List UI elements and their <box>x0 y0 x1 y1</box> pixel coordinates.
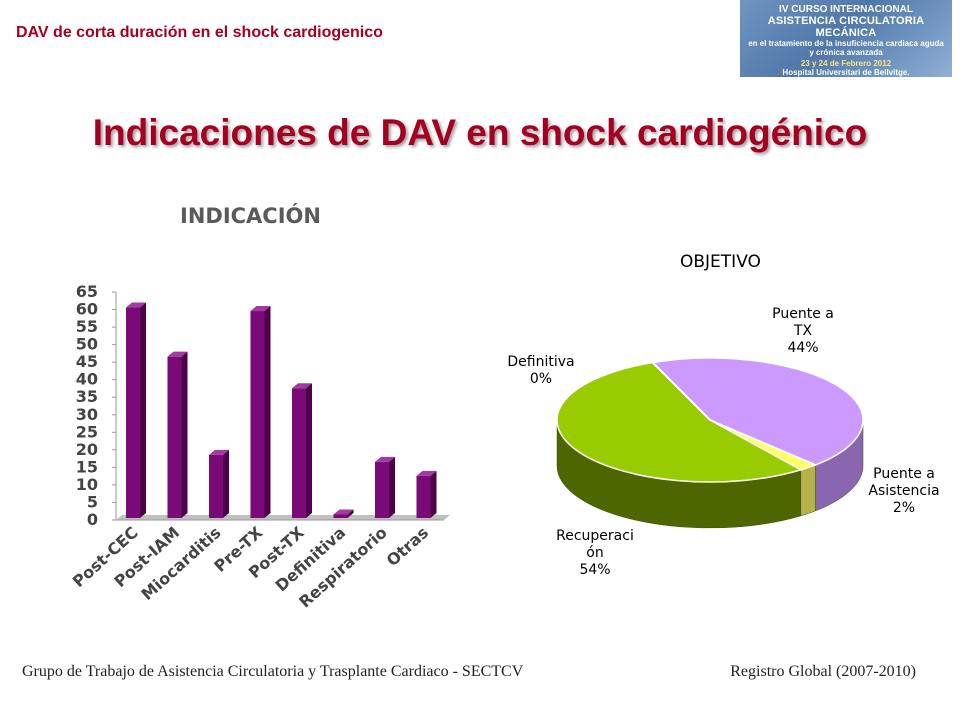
bar-top <box>292 383 312 389</box>
logo-line-1: IV CURSO INTERNACIONAL <box>779 4 913 15</box>
pie-slice-side <box>800 464 816 517</box>
y-tick-label: 20 <box>76 440 98 459</box>
y-tick-label: 40 <box>76 370 98 389</box>
pie-label-definitiva: Definitiva 0% <box>486 354 596 388</box>
chart-floor <box>116 515 450 520</box>
y-tick-label: 55 <box>76 317 98 336</box>
bar-side <box>389 456 395 518</box>
y-tick-label: 25 <box>76 422 98 441</box>
y-tick-label: 60 <box>76 300 98 319</box>
bar-side <box>223 449 229 518</box>
y-tick-label: 35 <box>76 387 98 406</box>
bar <box>167 356 182 518</box>
pie-label-puente-asistencia-line-2: Asistencia <box>868 483 940 499</box>
pie-label-puente-asistencia: Puente a Asistencia 2% <box>858 466 950 517</box>
pie-chart-title: OBJETIVO <box>680 252 761 272</box>
course-logo: IV CURSO INTERNACIONAL ASISTENCIA CIRCUL… <box>740 0 952 77</box>
bar-chart-title: INDICACIÓN <box>180 204 321 228</box>
bar-side <box>264 306 271 518</box>
bar-side <box>181 351 188 518</box>
slide-title: Indicaciones de DAV en shock cardiogénic… <box>92 112 868 153</box>
logo-line-6: Hospital Universitari de Bellvitge. <box>782 68 910 77</box>
pie-label-recuperacion-line-3: 54% <box>579 562 611 578</box>
pie-label-definitiva-line-2: 0% <box>529 371 553 387</box>
pie-slice-top <box>651 361 711 421</box>
y-tick-label: 15 <box>76 457 98 476</box>
y-tick-label: 30 <box>76 405 98 424</box>
bar-side <box>140 302 146 518</box>
bar <box>416 475 431 518</box>
x-tick-label: Otras <box>383 523 432 570</box>
bar-top <box>167 351 188 357</box>
pie-label-puente-tx-line-2: TX <box>793 323 813 339</box>
pie-slice-top <box>556 361 803 483</box>
bar-side <box>347 509 354 518</box>
footer-source-group: Grupo de Trabajo de Asistencia Circulato… <box>22 663 524 680</box>
header-title: DAV de corta duración en el shock cardio… <box>16 24 383 41</box>
pie-label-puente-tx: Puente a TX 44% <box>748 306 858 357</box>
logo-line-4: y crónica avanzada <box>809 48 883 57</box>
bar <box>375 461 389 518</box>
bar-top <box>375 456 395 462</box>
y-tick-label: 50 <box>76 335 98 354</box>
pie-label-definitiva-line-1: Definitiva <box>507 354 575 370</box>
bar <box>250 311 265 518</box>
pie-label-puente-tx-line-3: 44% <box>787 340 819 356</box>
bar-top <box>126 302 146 308</box>
pie-label-puente-asistencia-line-1: Puente a <box>873 466 935 482</box>
pie-label-recuperacion-line-2: ón <box>586 545 604 561</box>
bar-side <box>430 470 437 518</box>
y-tick-label: 10 <box>76 475 98 494</box>
bar-top <box>416 470 437 476</box>
y-tick-label: 45 <box>76 352 98 371</box>
y-tick-label: 65 <box>76 282 98 301</box>
footer-registry: Registro Global (2007-2010) <box>730 663 916 680</box>
objetivo-pie-chart <box>556 357 864 529</box>
y-tick-label: 0 <box>87 510 98 529</box>
pie-label-recuperacion-line-1: Recuperaci <box>556 528 634 544</box>
bar-top <box>209 449 229 455</box>
bar <box>209 454 223 518</box>
pie-label-recuperacion: Recuperaci ón 54% <box>540 528 650 579</box>
bar-top <box>333 509 354 515</box>
logo-line-5: 23 y 24 de Febrero 2012 <box>800 59 892 68</box>
y-tick-label: 5 <box>87 492 98 511</box>
bar <box>333 514 348 518</box>
logo-line-3: en el tratamiento de la insuficiencia ca… <box>748 39 944 48</box>
pie-label-puente-tx-line-1: Puente a <box>772 306 834 322</box>
bar-side <box>306 383 312 518</box>
logo-line-2: ASISTENCIA CIRCULATORIA MECÁNICA <box>767 15 925 39</box>
pie-slice-top <box>651 357 864 466</box>
bar-top <box>250 306 271 312</box>
indicacion-bar-chart: 05101520253035404550556065Post-CECPost-I… <box>69 282 450 611</box>
bar <box>126 307 140 518</box>
bar <box>292 388 306 518</box>
pie-label-puente-asistencia-line-3: 2% <box>892 500 916 516</box>
